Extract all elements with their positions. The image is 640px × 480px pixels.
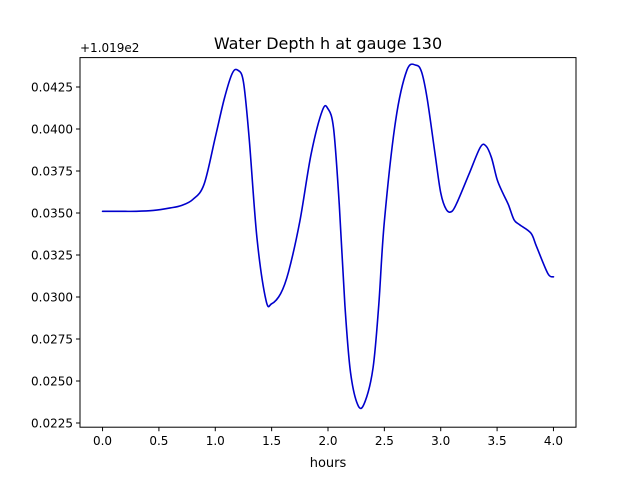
x-tick-label: 0.5 [149,434,168,448]
chart-title: Water Depth h at gauge 130 [214,34,442,53]
x-tick-label: 2.0 [318,434,337,448]
x-tick-label: 1.5 [262,434,281,448]
y-tick-label: 0.0350 [31,206,73,220]
x-tick-label: 2.5 [375,434,394,448]
y-tick-label: 0.0375 [31,164,73,178]
y-tick-label: 0.0225 [31,416,73,430]
y-tick-label: 0.0425 [31,80,73,94]
plot-frame [79,57,577,428]
x-tick-label: 1.0 [206,434,225,448]
x-tick-label: 4.0 [544,434,563,448]
x-tick-label: 0.0 [93,434,112,448]
y-offset-label: +1.019e2 [80,41,139,55]
series-layer [101,63,555,410]
y-tick-label: 0.0250 [31,374,73,388]
y-tick-label: 0.0300 [31,290,73,304]
x-axis-label: hours [310,456,347,471]
y-tick-label: 0.0325 [31,248,73,262]
y-axis-ticks: 0.0225 0.0250 0.0275 0.0300 0.0325 0.0350 0.03… [31,80,80,430]
y-tick-label: 0.0400 [31,122,73,136]
x-tick-label: 3.0 [431,434,450,448]
x-tick-label: 3.5 [488,434,507,448]
x-axis-ticks: 0.0 0.5 1.0 1.5 2.0 2.5 3.0 3.5 4.0 [93,427,563,448]
series-line-0 [101,63,555,410]
y-tick-label: 0.0275 [31,332,73,346]
